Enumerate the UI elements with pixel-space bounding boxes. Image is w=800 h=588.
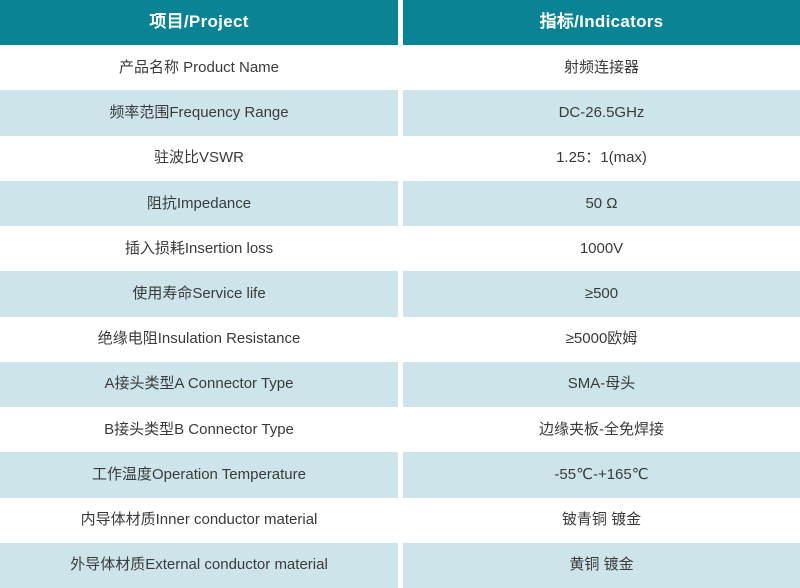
indicator-cell: SMA-母头 <box>403 361 800 408</box>
project-cell: 内导体材质Inner conductor material <box>0 497 398 543</box>
table-header-row: 项目/Project 指标/Indicators <box>0 0 800 46</box>
project-cell: 阻抗Impedance <box>0 180 398 227</box>
table-row: 插入损耗Insertion loss 1000V <box>0 226 800 272</box>
indicator-cell: 射频连接器 <box>403 45 800 91</box>
table-row: 频率范围Frequency Range DC-26.5GHz <box>0 90 800 136</box>
indicator-cell: 黄铜 镀金 <box>403 542 800 588</box>
project-cell: 插入损耗Insertion loss <box>0 226 398 272</box>
project-cell: 驻波比VSWR <box>0 135 398 181</box>
column-header-indicators: 指标/Indicators <box>403 0 800 46</box>
table-row: 绝缘电阻Insulation Resistance ≥5000欧姆 <box>0 316 800 362</box>
indicator-cell: 铍青铜 镀金 <box>403 497 800 543</box>
project-cell: 工作温度Operation Temperature <box>0 452 398 498</box>
table-row: 产品名称 Product Name 射频连接器 <box>0 45 800 91</box>
table-row: 阻抗Impedance 50 Ω <box>0 180 800 227</box>
project-cell: 产品名称 Product Name <box>0 45 398 91</box>
table-row: B接头类型B Connector Type 边缘夹板-全免焊接 <box>0 407 800 453</box>
indicator-cell: DC-26.5GHz <box>403 90 800 136</box>
table-row: 内导体材质Inner conductor material 铍青铜 镀金 <box>0 497 800 543</box>
project-cell: A接头类型A Connector Type <box>0 361 398 408</box>
project-cell: 绝缘电阻Insulation Resistance <box>0 316 398 362</box>
indicator-cell: 50 Ω <box>403 180 800 227</box>
table-row: 驻波比VSWR 1.25：1(max) <box>0 135 800 181</box>
indicator-cell: -55℃-+165℃ <box>403 452 800 498</box>
indicator-cell: 边缘夹板-全免焊接 <box>403 407 800 453</box>
indicator-cell: ≥5000欧姆 <box>403 316 800 362</box>
column-header-project: 项目/Project <box>0 0 398 46</box>
project-cell: 频率范围Frequency Range <box>0 90 398 136</box>
table-row: A接头类型A Connector Type SMA-母头 <box>0 361 800 408</box>
project-cell: B接头类型B Connector Type <box>0 407 398 453</box>
table-row: 工作温度Operation Temperature -55℃-+165℃ <box>0 452 800 498</box>
table-row: 外导体材质External conductor material 黄铜 镀金 <box>0 542 800 588</box>
indicator-cell: ≥500 <box>403 271 800 317</box>
project-cell: 使用寿命Service life <box>0 271 398 317</box>
indicator-cell: 1.25：1(max) <box>403 135 800 181</box>
table-row: 使用寿命Service life ≥500 <box>0 271 800 317</box>
indicator-cell: 1000V <box>403 226 800 272</box>
project-cell: 外导体材质External conductor material <box>0 542 398 588</box>
